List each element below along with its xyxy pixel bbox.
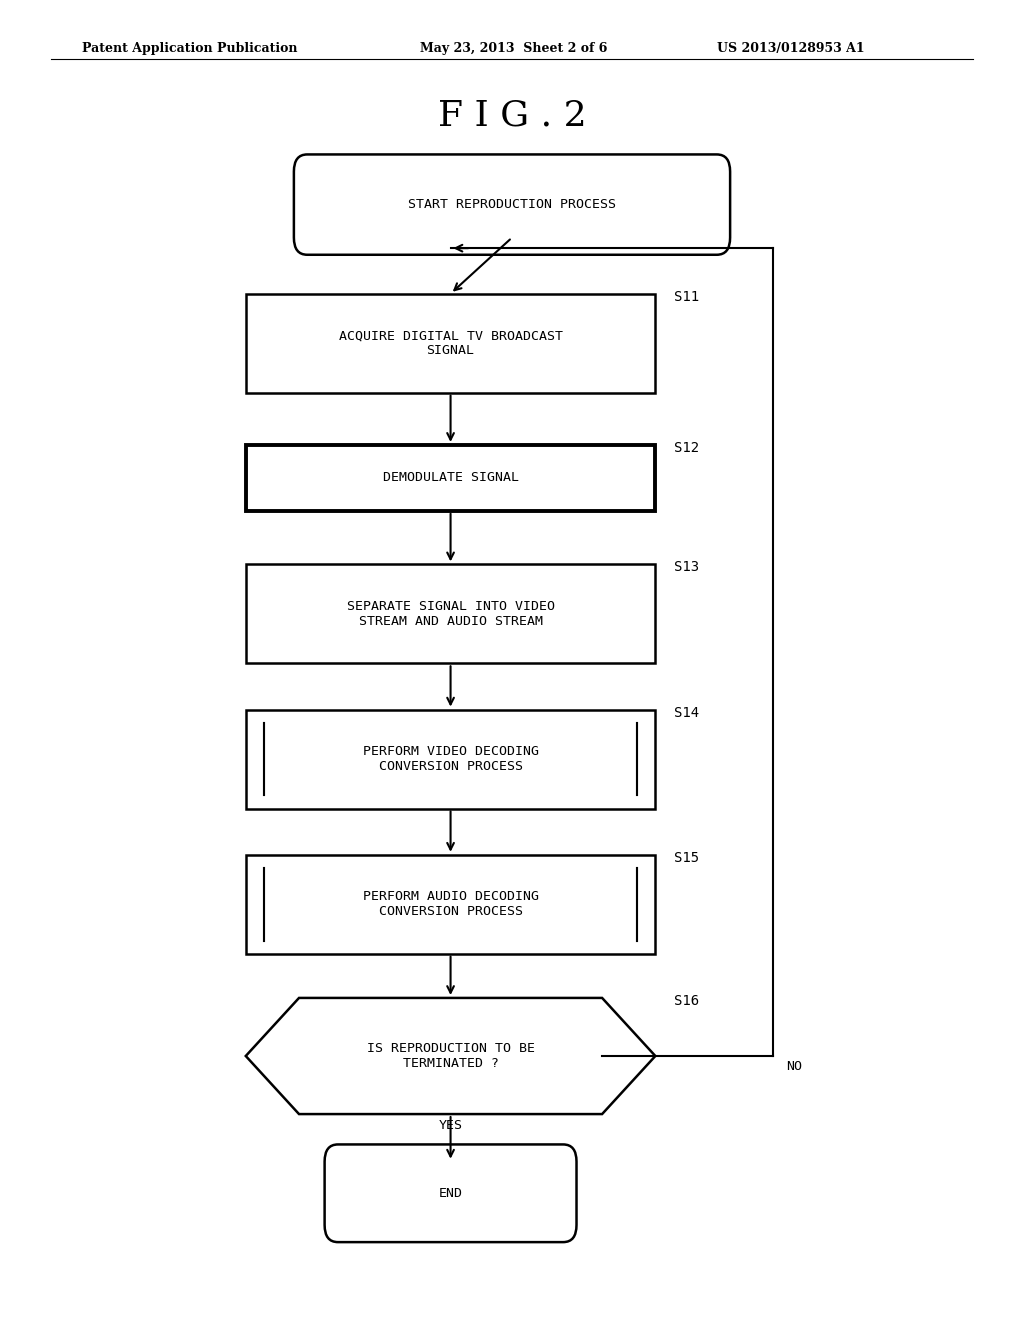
Text: US 2013/0128953 A1: US 2013/0128953 A1 xyxy=(717,42,864,55)
FancyBboxPatch shape xyxy=(294,154,730,255)
Bar xyxy=(246,710,655,808)
Bar xyxy=(246,565,655,663)
Text: DEMODULATE SIGNAL: DEMODULATE SIGNAL xyxy=(383,471,518,484)
Text: END: END xyxy=(438,1187,463,1200)
FancyBboxPatch shape xyxy=(325,1144,577,1242)
Bar xyxy=(246,445,655,511)
Text: S16: S16 xyxy=(674,994,699,1008)
Text: S11: S11 xyxy=(674,290,699,304)
Text: NO: NO xyxy=(786,1060,803,1073)
Bar xyxy=(246,855,655,953)
Text: PERFORM VIDEO DECODING
CONVERSION PROCESS: PERFORM VIDEO DECODING CONVERSION PROCES… xyxy=(362,744,539,774)
Text: S12: S12 xyxy=(674,441,699,455)
Text: S15: S15 xyxy=(674,851,699,865)
Text: ACQUIRE DIGITAL TV BROADCAST
SIGNAL: ACQUIRE DIGITAL TV BROADCAST SIGNAL xyxy=(339,329,562,358)
Text: SEPARATE SIGNAL INTO VIDEO
STREAM AND AUDIO STREAM: SEPARATE SIGNAL INTO VIDEO STREAM AND AU… xyxy=(346,599,555,628)
Text: START REPRODUCTION PROCESS: START REPRODUCTION PROCESS xyxy=(408,198,616,211)
Bar xyxy=(246,294,655,393)
Text: S14: S14 xyxy=(674,706,699,719)
Text: F I G . 2: F I G . 2 xyxy=(437,99,587,133)
Text: S13: S13 xyxy=(674,560,699,574)
Text: PERFORM AUDIO DECODING
CONVERSION PROCESS: PERFORM AUDIO DECODING CONVERSION PROCES… xyxy=(362,890,539,919)
Text: Patent Application Publication: Patent Application Publication xyxy=(82,42,297,55)
Text: YES: YES xyxy=(438,1119,463,1133)
Polygon shape xyxy=(246,998,655,1114)
Text: IS REPRODUCTION TO BE
TERMINATED ?: IS REPRODUCTION TO BE TERMINATED ? xyxy=(367,1041,535,1071)
Text: May 23, 2013  Sheet 2 of 6: May 23, 2013 Sheet 2 of 6 xyxy=(420,42,607,55)
